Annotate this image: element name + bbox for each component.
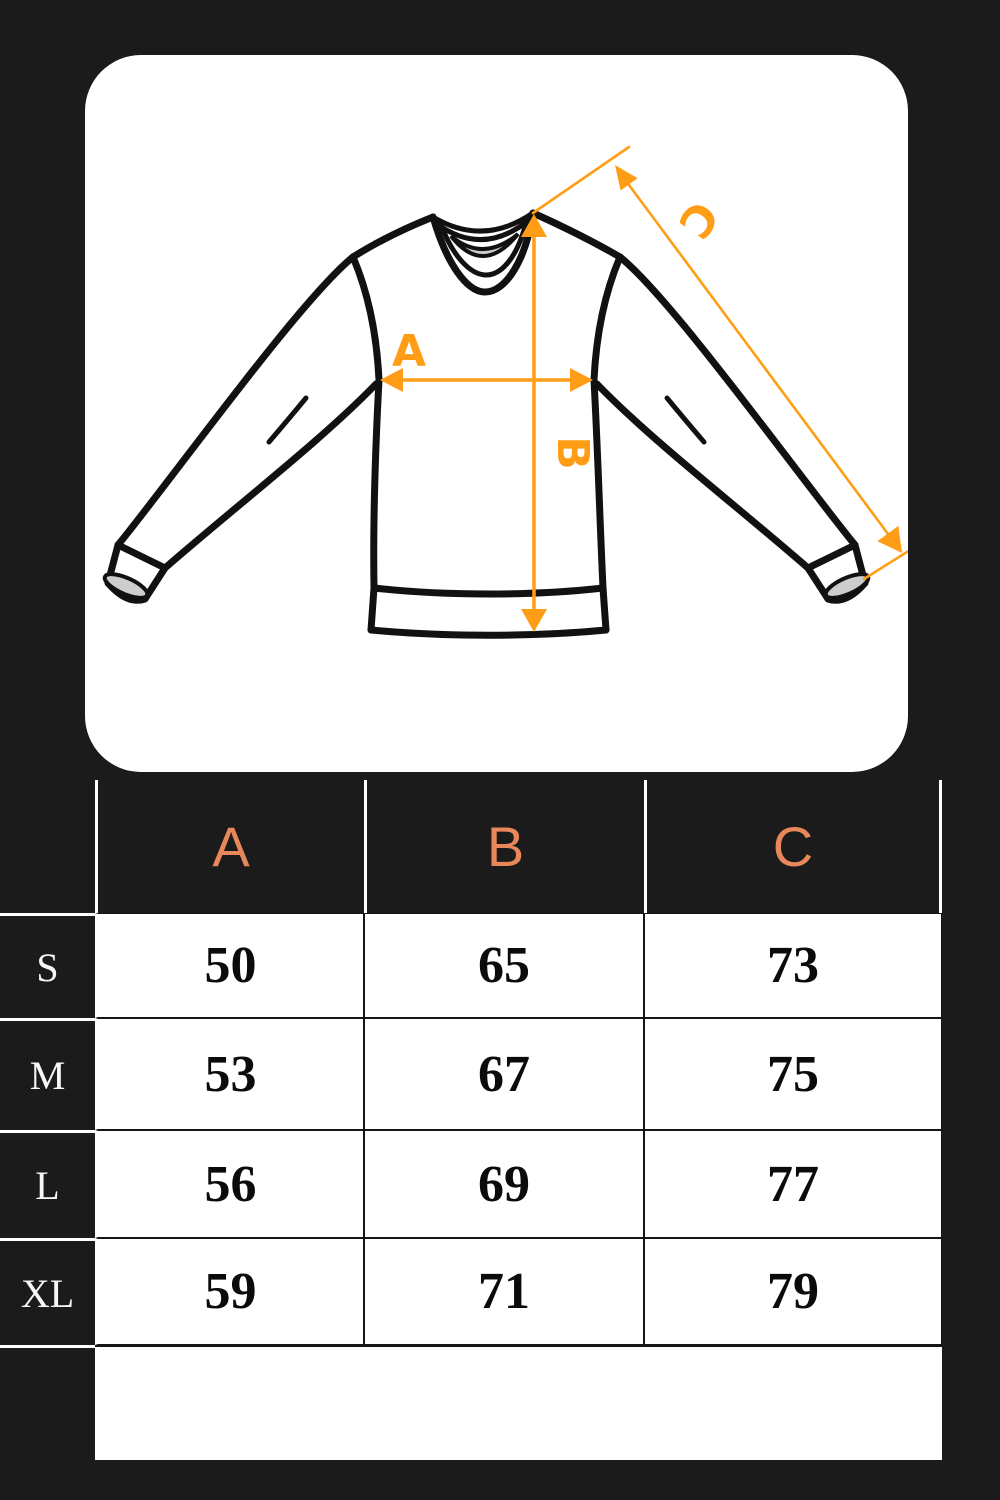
- table-bottom-label-spacer: [0, 1345, 95, 1460]
- row-label-xl: XL: [0, 1238, 95, 1345]
- row-label-s: S: [0, 913, 95, 1018]
- column-header-b: B: [364, 780, 644, 913]
- measure-arrow-c: C: [531, 145, 908, 581]
- cell-s-b: 65: [364, 913, 644, 1018]
- column-header-a: A: [95, 780, 364, 913]
- sweatshirt-diagram: A B C: [102, 145, 908, 639]
- left-cuff-opening: [102, 572, 150, 600]
- measure-arrow-b: B: [521, 214, 598, 632]
- collar-inner-shade: [449, 232, 520, 258]
- column-header-c: C: [644, 780, 942, 913]
- measure-label-b: B: [547, 436, 598, 470]
- size-chart-table: A B C S 50 65 73 M 53 67 75 L 56 69 77 X…: [0, 780, 942, 1460]
- cell-m-c: 75: [644, 1018, 942, 1130]
- cell-xl-a: 59: [95, 1238, 364, 1345]
- row-label-l: L: [0, 1130, 95, 1238]
- diagram-card: A B C: [85, 55, 908, 772]
- measure-arrow-a: A: [380, 326, 593, 392]
- cell-l-b: 69: [364, 1130, 644, 1238]
- cell-l-c: 77: [644, 1130, 942, 1238]
- cell-xl-c: 79: [644, 1238, 942, 1345]
- table-corner-cell: [0, 780, 95, 913]
- measure-label-a: A: [392, 326, 426, 377]
- sweatshirt-outline: [102, 209, 871, 639]
- cell-xl-b: 71: [364, 1238, 644, 1345]
- table-bottom-empty-band: [95, 1345, 942, 1460]
- cell-m-a: 53: [95, 1018, 364, 1130]
- row-label-m: M: [0, 1018, 95, 1130]
- cell-s-c: 73: [644, 913, 942, 1018]
- cell-l-a: 56: [95, 1130, 364, 1238]
- measure-label-c: C: [668, 191, 728, 247]
- cell-m-b: 67: [364, 1018, 644, 1130]
- cell-s-a: 50: [95, 913, 364, 1018]
